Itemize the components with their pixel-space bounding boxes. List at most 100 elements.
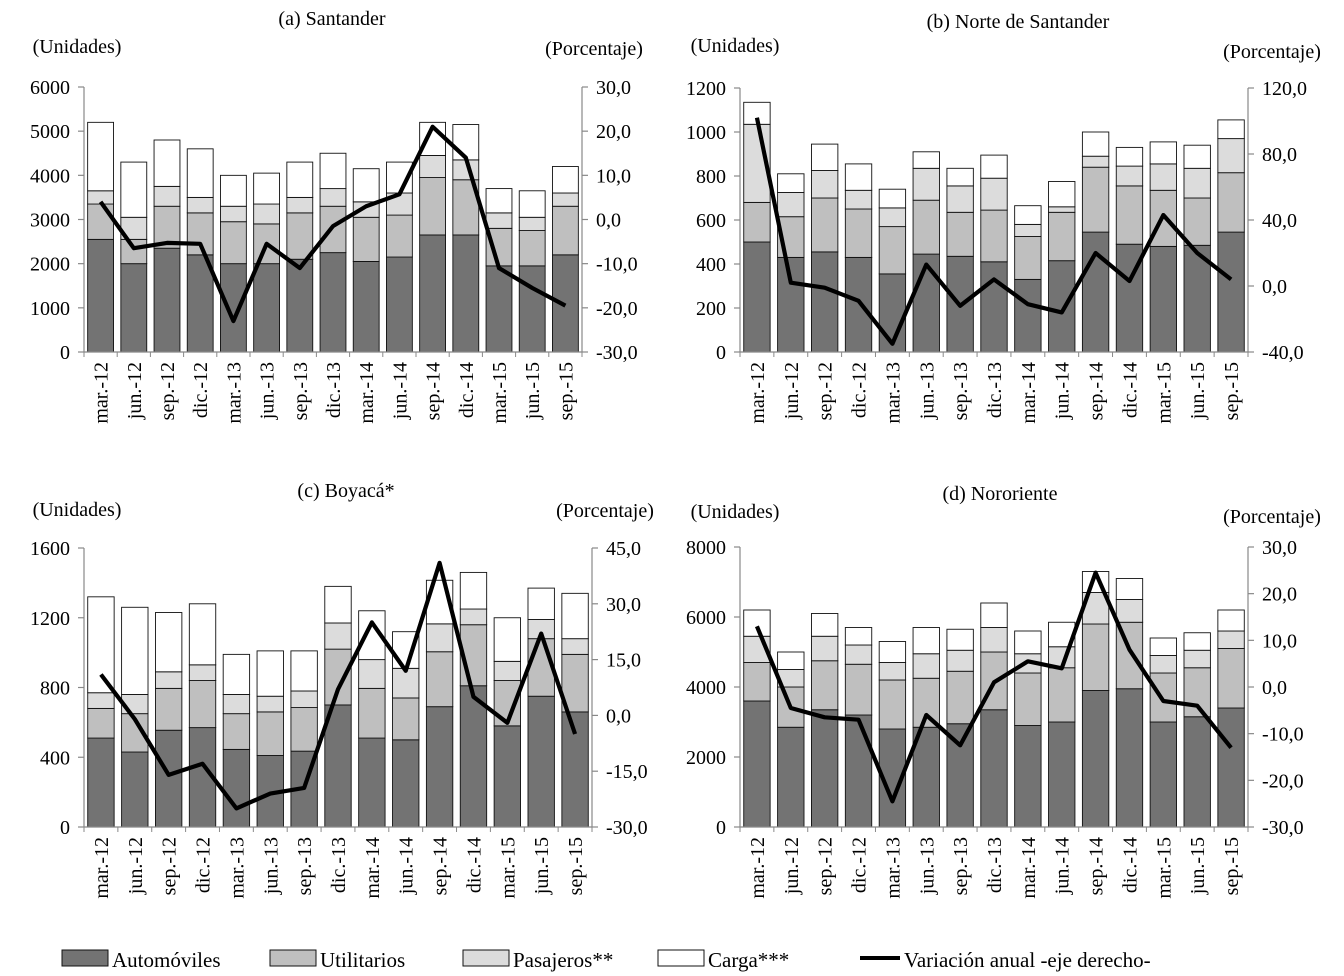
bar-segment [1081,166,1110,233]
legend-swatch [657,949,705,967]
left-tick-label: 4000 [30,165,70,187]
bar-segment [419,177,446,236]
bar-segment [878,679,907,730]
left-tick-label: 0 [716,817,726,839]
category-label: mar.-15 [489,362,511,424]
bar-segment [1217,172,1245,233]
bar-segment [186,148,214,198]
bar-segment [844,714,873,828]
left-tick-label: 1600 [30,538,70,560]
bar-segment [186,196,214,214]
chart-title: (a) Santander [278,8,386,30]
right-axis-label: (Porcentaje) [545,38,643,60]
bar-segment [811,613,839,637]
legend-swatch [462,949,510,967]
bar-segment [386,214,413,258]
bar-segment [222,694,251,715]
bar-segment [220,221,247,265]
bar-segment [253,172,280,205]
left-axis-label: (Unidades) [33,499,122,521]
bar-segment [518,216,546,231]
bar-segment [1149,637,1177,656]
right-tick-label: 0,0 [1262,677,1287,699]
bar-segment [1014,630,1042,655]
category-label: jun.-14 [1052,362,1074,420]
bar-segment [220,174,247,207]
right-tick-label: 20,0 [1262,584,1297,606]
bar-segment [811,143,839,171]
bar-segment [386,256,413,353]
bar-segment [485,188,513,214]
bar-segment [485,212,513,229]
category-label: sep.-13 [950,362,972,420]
category-label: jun.-14 [396,837,418,895]
left-tick-label: 6000 [686,607,726,629]
bar-segment [153,185,181,207]
chart-panel-1: (a) Santander (Unidades) (Porcentaje) 0 1000… [30,8,643,424]
right-tick-label: 30,0 [1262,537,1297,559]
bar-segment [493,617,521,662]
right-tick-label: 10,0 [596,165,631,187]
bar-segment [222,748,251,828]
category-label: mar.-13 [882,837,904,899]
category-label: jun.-13 [257,362,279,420]
bar-segment [777,726,805,828]
category-label: dic.-12 [190,362,212,418]
bar-segment [319,152,347,190]
bar-segment [1217,119,1245,140]
left-tick-label: 1200 [30,608,70,630]
category-label: mar.-15 [1153,362,1175,424]
bar-segment [946,167,974,187]
bar-segment [1217,609,1245,632]
category-label: mar.-14 [356,362,378,424]
bar-segment [1081,623,1110,691]
bar-segment [286,196,314,214]
legend-label: Carga*** [708,948,789,972]
bar-segment [552,166,579,194]
legend-label: Utilitarios [320,948,405,972]
bar-segment [286,161,314,198]
bar-segment [155,687,183,731]
bar-segment [912,199,940,255]
bar-segment [811,170,839,199]
left-axis-label: (Unidades) [33,36,122,58]
bar-segment [1149,721,1177,828]
category-label: jun.-13 [916,362,938,420]
right-tick-label: 15,0 [606,650,641,672]
category-label: jun.-14 [1052,837,1074,895]
category-label: jun.-14 [389,362,411,420]
category-label: mar.-15 [497,837,519,899]
bar-segment [452,234,480,353]
bar-segment [844,627,873,646]
category-label: mar.-12 [747,362,769,424]
bar-segment [87,203,114,240]
bar-segment [87,596,115,694]
bar-segment [87,238,114,353]
bar-segment [912,151,940,169]
right-tick-label: 20,0 [596,121,631,143]
bar-segment [155,671,183,689]
category-label: mar.-14 [362,837,384,899]
category-label: sep.-15 [555,362,577,420]
bar-segment [1014,672,1042,726]
bar-segment [1149,655,1177,674]
bar-segment [878,188,907,209]
bar-segment [878,226,907,275]
bar-segment [844,663,873,716]
bar-segment [518,230,546,267]
category-label: sep.-15 [1221,837,1243,895]
bar-segment [493,725,521,828]
bar-segment [1183,144,1211,169]
category-label: sep.-14 [423,362,445,420]
category-label: jun.-12 [781,362,803,420]
bar-segment [392,697,420,741]
left-tick-label: 400 [696,254,726,276]
legend: Automóviles Utilitarios Pasajeros** Carga**… [61,948,1151,972]
bar-segment [946,211,974,257]
right-tick-label: -20,0 [1262,770,1304,792]
bar-segment [777,651,805,670]
bar-segment [1081,131,1110,157]
bar-segment [319,188,347,207]
bar-segment [1048,260,1076,353]
